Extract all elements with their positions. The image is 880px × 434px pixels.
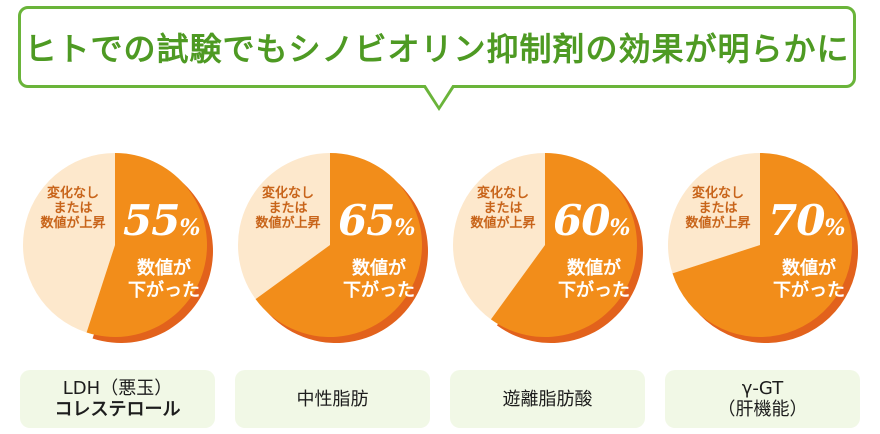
- pie-svg: [452, 153, 643, 343]
- slice-unchanged: [22, 153, 116, 333]
- pie-chart-triglyceride: 変化なし または 数値が上昇 65% 数値が 下がった: [235, 150, 445, 350]
- pie-chart-ggt: 変化なし または 数値が上昇 70% 数値が 下がった: [665, 150, 875, 350]
- percent-label: 55%: [123, 196, 200, 245]
- headline-title: ヒトでの試験でもシノビオリン抑制剤の効果が明らかに: [24, 30, 850, 68]
- unchanged-label: 変化なし または 数値が上昇: [470, 186, 536, 231]
- pie-chart-ldh: 変化なし または 数値が上昇 55% 数値が 下がった: [20, 150, 230, 350]
- slice-decreased: [672, 153, 852, 337]
- category-line: 遊離脂肪酸: [502, 388, 593, 410]
- percent-value: 65: [338, 196, 395, 245]
- unchanged-label: 変化なし または 数値が上昇: [255, 186, 321, 231]
- percent-value: 55: [123, 196, 180, 245]
- percent-label: 60%: [553, 196, 630, 245]
- unchanged-label: 変化なし または 数値が上昇: [685, 186, 751, 231]
- slice-unchanged: [237, 153, 330, 300]
- category-box-ggt: γ-GT （肝機能）: [665, 370, 860, 428]
- category-line: γ-GT: [741, 378, 784, 399]
- decreased-label: 数値が 下がった: [558, 258, 630, 301]
- decreased-label: 数値が 下がった: [343, 258, 415, 301]
- decreased-label: 数値が 下がった: [773, 258, 845, 301]
- slice-unchanged: [667, 152, 760, 274]
- category-line: コレステロール: [54, 399, 181, 420]
- bubble-tail-inner: [425, 84, 453, 106]
- percent-value: 70: [768, 196, 825, 245]
- category-box-triglyceride: 中性脂肪: [235, 370, 430, 428]
- decreased-label: 数値が 下がった: [128, 258, 200, 301]
- pie-svg: [667, 152, 858, 343]
- percent-unit: %: [394, 215, 416, 241]
- category-box-free-fatty-acid: 遊離脂肪酸: [450, 370, 645, 428]
- pie-chart-free-fatty-acid: 変化なし または 数値が上昇 60% 数値が 下がった: [450, 150, 660, 350]
- percent-unit: %: [179, 215, 201, 241]
- pie-svg: [237, 153, 428, 343]
- slice-decreased: [490, 153, 637, 337]
- slice-decreased: [255, 153, 422, 337]
- percent-unit: %: [824, 215, 846, 241]
- slice-decreased: [86, 153, 207, 337]
- percent-label: 65%: [338, 196, 415, 245]
- percent-label: 70%: [768, 196, 845, 245]
- category-box-ldh: LDH（悪玉） コレステロール: [20, 370, 215, 428]
- category-line: LDH（悪玉）: [62, 378, 173, 399]
- percent-unit: %: [609, 215, 631, 241]
- headline-bubble: ヒトでの試験でもシノビオリン抑制剤の効果が明らかに: [18, 6, 856, 88]
- pie-svg: [22, 153, 213, 343]
- percent-value: 60: [553, 196, 610, 245]
- unchanged-label: 変化なし または 数値が上昇: [40, 186, 106, 231]
- slice-unchanged: [452, 153, 545, 320]
- category-line: （肝機能）: [717, 399, 808, 420]
- category-line: 中性脂肪: [296, 388, 369, 410]
